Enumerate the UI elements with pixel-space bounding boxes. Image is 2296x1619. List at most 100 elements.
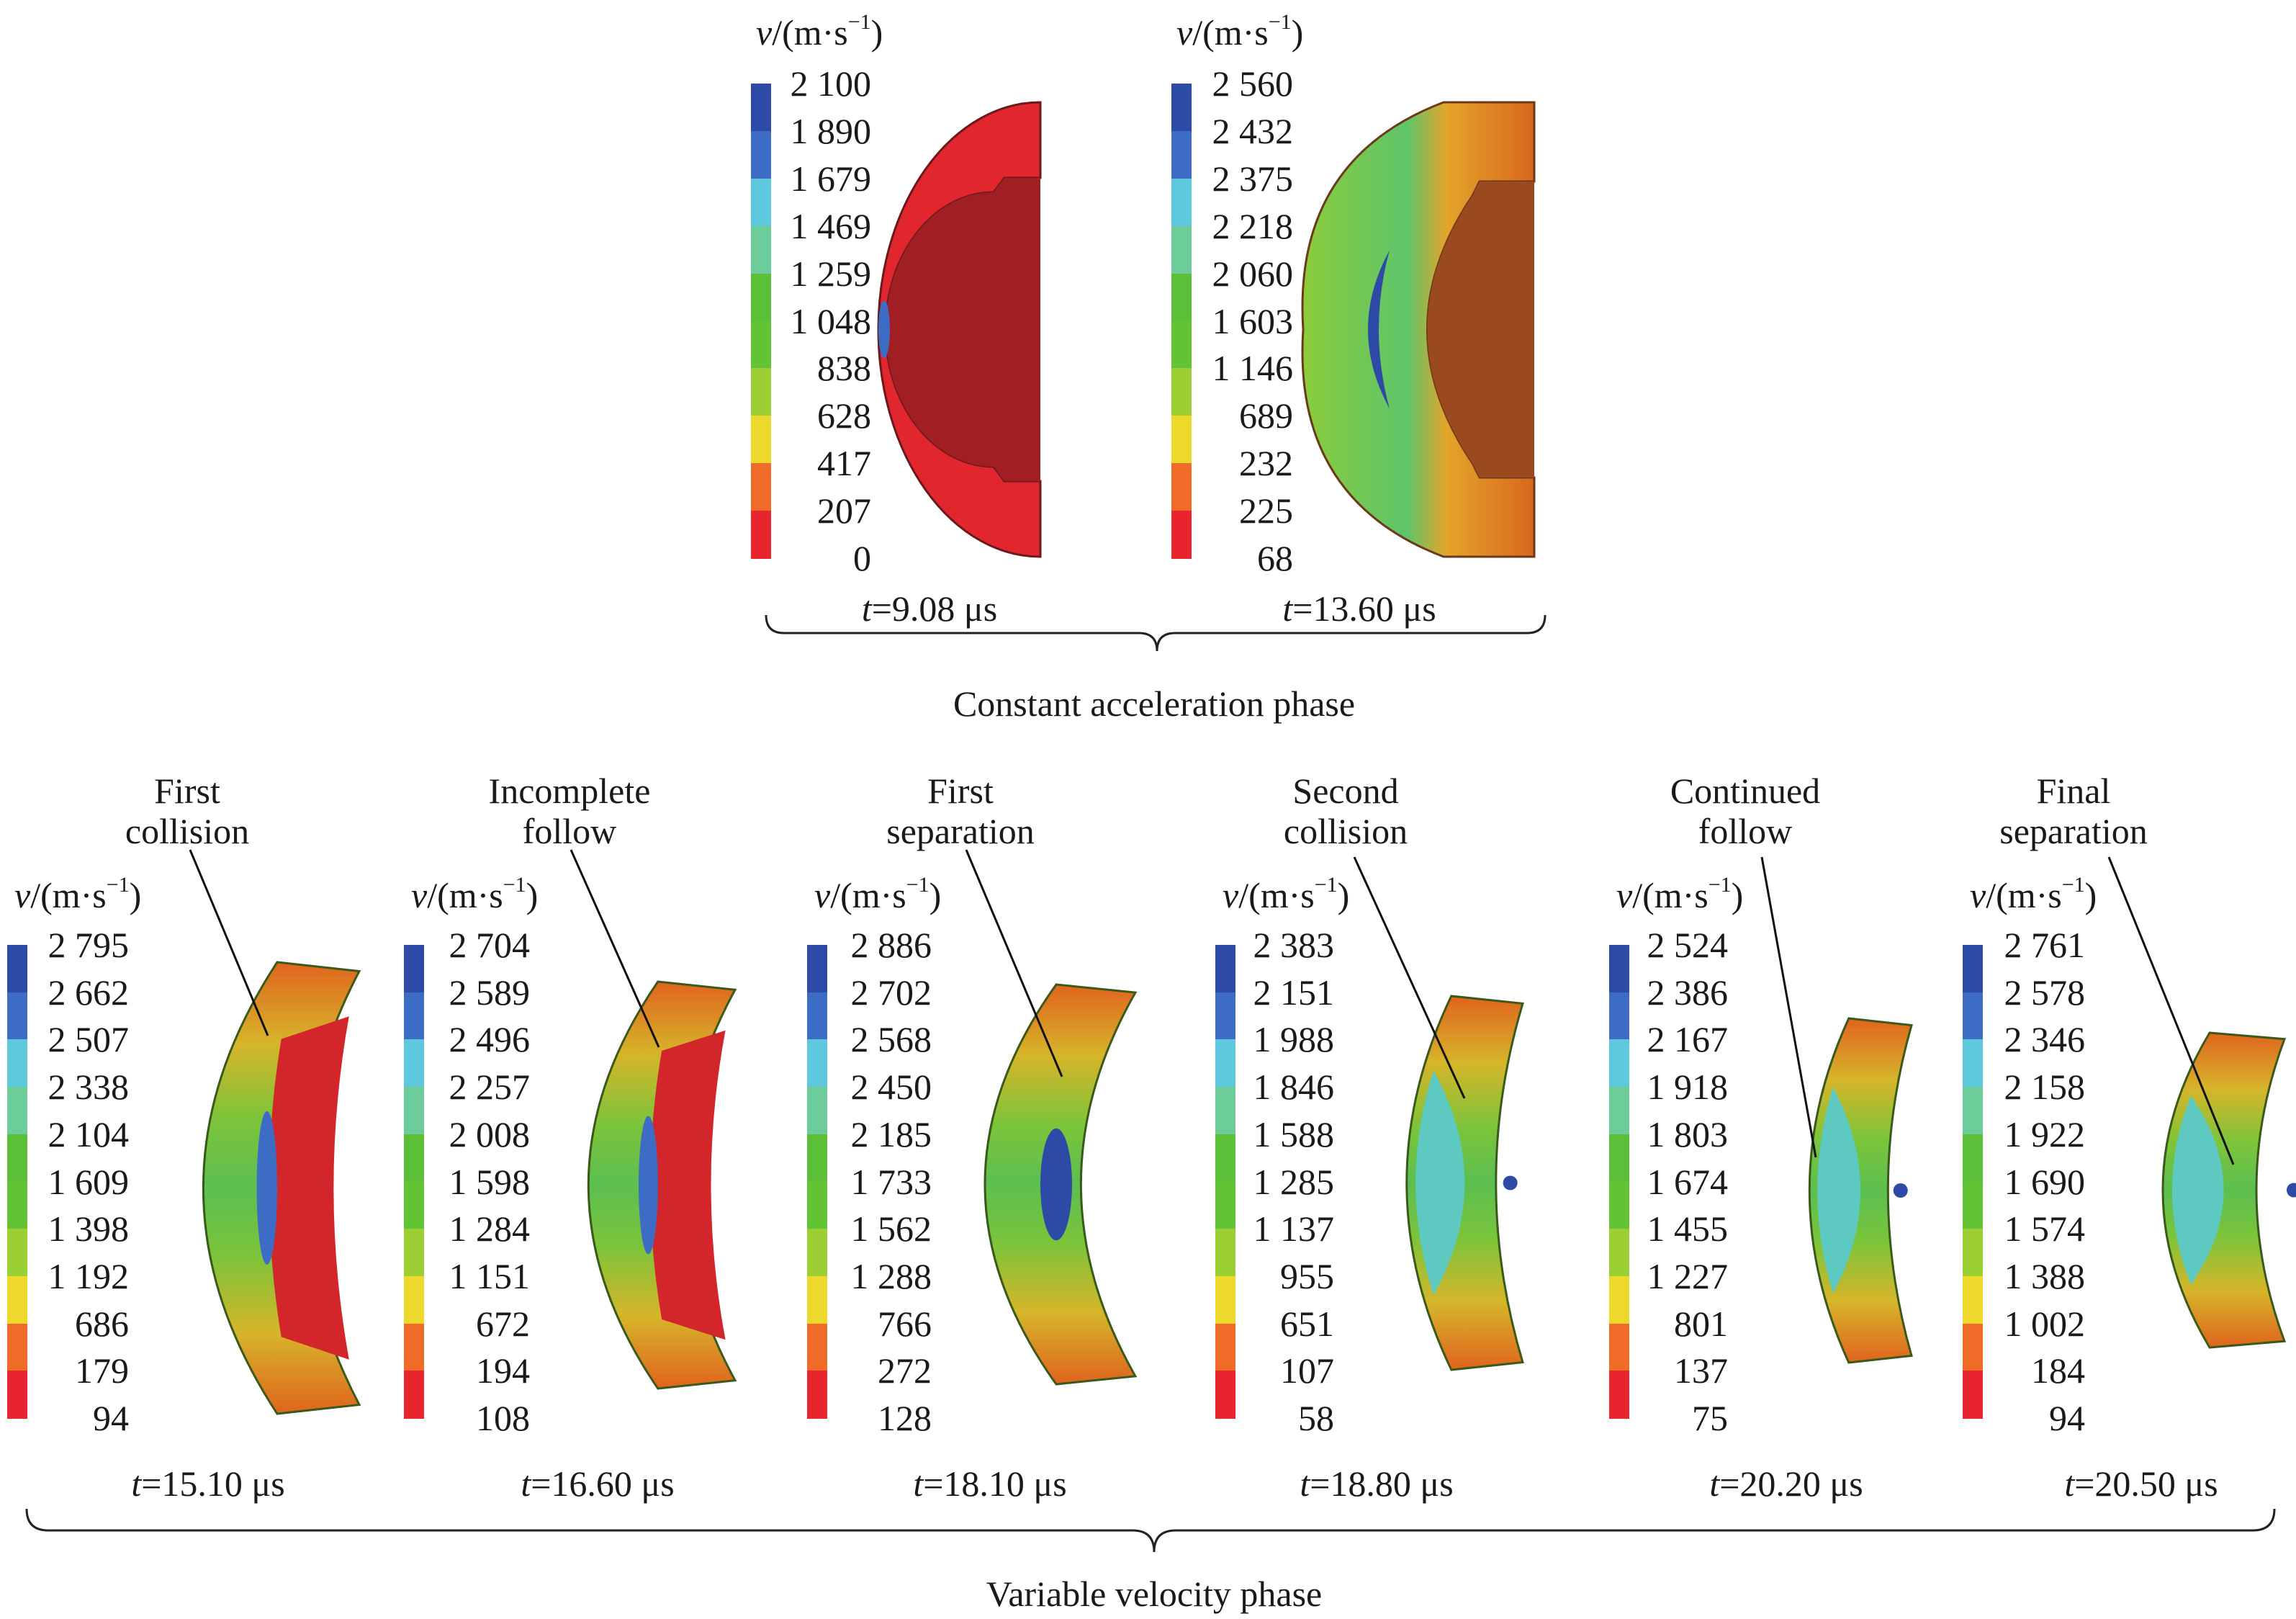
- colorbar-tick-label: 2 450: [850, 1067, 932, 1108]
- colorbar-band: [1215, 1371, 1235, 1419]
- unit-exponent: −1: [2061, 873, 2085, 897]
- unit-base: /(m·s: [1238, 875, 1315, 915]
- colorbar-band: [404, 1039, 424, 1088]
- colorbar-band: [807, 1087, 827, 1135]
- colorbar-tick-label: 194: [476, 1350, 530, 1391]
- colorbar-band: [1609, 1181, 1629, 1230]
- colorbar-tick-label: 2 151: [1253, 972, 1335, 1013]
- high-velocity-region: [1817, 1087, 1861, 1294]
- unit-close: ): [129, 875, 142, 915]
- colorbar-band: [404, 1181, 424, 1230]
- colorbar-band: [751, 320, 771, 369]
- colorbar-band: [1963, 992, 1983, 1041]
- colorbar-tick-label: 94: [2049, 1398, 2085, 1438]
- unit-close: ): [526, 875, 539, 915]
- colorbar-tick-label: 2 167: [1647, 1019, 1729, 1060]
- stage-title-line: First: [927, 771, 994, 811]
- time-label: t=18.80 μs: [1300, 1466, 1453, 1502]
- stage-title-line: collision: [1283, 811, 1408, 851]
- jet-tip: [1503, 1175, 1518, 1190]
- colorbar-band: [807, 1039, 827, 1088]
- time-value: =20.20 μs: [1719, 1463, 1863, 1504]
- unit-base: /(m·s: [1632, 875, 1709, 915]
- time-label: t=13.60 μs: [1282, 591, 1436, 627]
- colorbar-tick-label: 2 386: [1647, 972, 1729, 1013]
- stage-title: First collision: [125, 771, 249, 851]
- colorbar-tick-label: 2 346: [2004, 1019, 2086, 1060]
- colorbar-band: [7, 1323, 27, 1372]
- colorbar-tick-label: 955: [1280, 1255, 1334, 1296]
- colorbar-tick-label: 1 574: [2004, 1208, 2086, 1250]
- colorbar-band: [1171, 225, 1192, 274]
- colorbar-tick-label: 58: [1298, 1398, 1334, 1438]
- colorbar-tick-label: 2 158: [2004, 1067, 2086, 1108]
- colorbar-band: [751, 368, 771, 417]
- colorbar-tick-label: 801: [1674, 1303, 1728, 1344]
- colorbar-tick-label: 766: [878, 1303, 932, 1344]
- colorbar-band: [1215, 1229, 1235, 1277]
- colorbar-band: [1609, 1229, 1629, 1277]
- colorbar-tick-label: 1 562: [850, 1208, 932, 1250]
- colorbar-band: [1215, 945, 1235, 993]
- colorbar-band: [1609, 1275, 1629, 1324]
- colorbar: [1609, 945, 1629, 1419]
- unit-variable: v: [1616, 875, 1633, 915]
- leader-line: [189, 849, 269, 1036]
- colorbar-tick-label: 2 507: [48, 1019, 130, 1060]
- time-label: t=20.50 μs: [2064, 1466, 2218, 1502]
- colorbar-tick-label: 107: [1280, 1350, 1334, 1391]
- colorbar-band: [1215, 1087, 1235, 1135]
- colorbar: [7, 945, 27, 1419]
- high-velocity-region: [1415, 1070, 1465, 1296]
- time-variable: t: [1300, 1463, 1310, 1504]
- colorbar-band: [807, 1323, 827, 1372]
- time-label: t=15.10 μs: [131, 1466, 284, 1502]
- colorbar-tick-label: 1 679: [790, 158, 872, 199]
- colorbar-band: [404, 945, 424, 993]
- unit-exponent: −1: [1314, 873, 1338, 897]
- time-variable: t: [2064, 1463, 2075, 1504]
- colorbar-tick-label: 1 048: [790, 300, 872, 341]
- colorbar-band: [807, 1229, 827, 1277]
- unit-close: ): [2084, 875, 2097, 915]
- colorbar: [751, 84, 771, 559]
- colorbar-band: [751, 511, 771, 559]
- colorbar-tick-label: 137: [1674, 1350, 1728, 1391]
- colorbar-unit-label: v/(m·s−1): [1223, 874, 1349, 915]
- colorbar-tick-label: 1 733: [850, 1161, 932, 1202]
- colorbar-tick-label: 128: [878, 1398, 932, 1438]
- colorbar-band: [7, 1181, 27, 1230]
- colorbar-tick-label: 1 285: [1253, 1161, 1335, 1202]
- colorbar-band: [7, 1229, 27, 1277]
- colorbar-band: [1171, 273, 1192, 322]
- colorbar: [1215, 945, 1235, 1419]
- colorbar-tick-label: 1 922: [2004, 1113, 2086, 1154]
- unit-variable: v: [1176, 12, 1193, 53]
- constant-phase-brace: [765, 614, 1547, 652]
- colorbar-band: [807, 1275, 827, 1324]
- colorbar-band: [1215, 1181, 1235, 1230]
- unit-variable: v: [1970, 875, 1986, 915]
- colorbar-tick-label: 1 227: [1647, 1255, 1729, 1296]
- leader-line: [1760, 856, 1817, 1158]
- stage-title: Second collision: [1284, 771, 1408, 851]
- colorbar-tick-label: 108: [476, 1398, 530, 1438]
- unit-base: /(m·s: [772, 12, 848, 53]
- colorbar-tick-label: 0: [853, 538, 871, 578]
- unit-base: /(m·s: [427, 875, 503, 915]
- colorbar-tick-label: 2 886: [850, 925, 932, 965]
- colorbar-tick-label: 2 100: [790, 63, 872, 104]
- colorbar-band: [807, 992, 827, 1041]
- colorbar-tick-label: 672: [476, 1303, 530, 1344]
- colorbar-band: [7, 945, 27, 993]
- time-variable: t: [131, 1463, 142, 1504]
- colorbar: [404, 945, 424, 1419]
- colorbar-tick-label: 2 338: [48, 1067, 130, 1108]
- colorbar-band: [1171, 320, 1192, 369]
- colorbar-tick-label: 2 257: [449, 1067, 531, 1108]
- colorbar-unit-label: v/(m·s−1): [1970, 874, 2097, 915]
- colorbar-tick-label: 272: [878, 1350, 932, 1391]
- time-label: t=18.10 μs: [913, 1466, 1066, 1502]
- colorbar-tick-label: 1 603: [1212, 300, 1294, 341]
- colorbar-tick-label: 2 795: [48, 925, 130, 965]
